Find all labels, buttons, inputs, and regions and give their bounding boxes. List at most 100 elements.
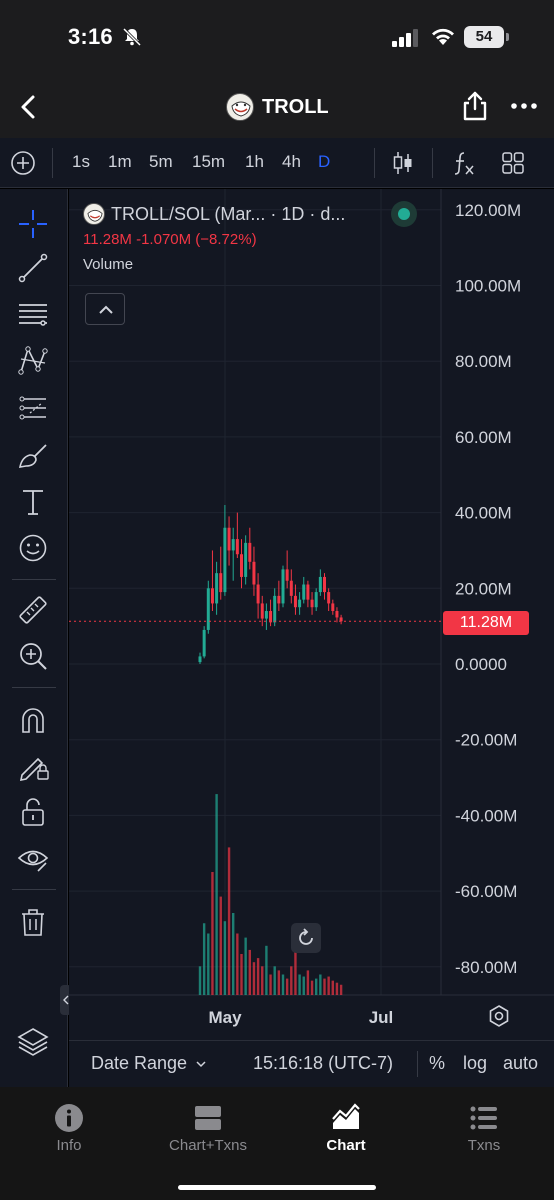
ruler-icon[interactable] [16,593,50,627]
tf-1m[interactable]: 1m [108,152,132,171]
magnet-icon[interactable] [16,703,50,737]
chart-txns-icon [195,1106,221,1130]
y-tick-label: -80.00M [455,958,517,977]
volume-bar [207,933,210,995]
cellular-signal-icon [392,29,418,47]
volume-bar [198,966,202,995]
brush-icon[interactable] [16,439,50,473]
tab-chart[interactable]: Chart [286,1103,406,1154]
fx-indicators-icon[interactable] [452,150,476,176]
pattern-icon[interactable] [16,343,50,377]
volume-bar [298,974,301,995]
legend-change: -1.070M [136,231,192,248]
candle-body [281,569,285,604]
volume-bar [302,976,305,995]
page-title: TROLL [262,95,329,118]
tf-4h[interactable]: 4h [282,152,301,171]
y-tick-label: 60.00M [455,428,512,447]
live-status-indicator [391,201,417,227]
candle-body [289,580,293,596]
candle-body [227,527,231,551]
tf-1h[interactable]: 1h [245,152,264,171]
back-chevron-icon[interactable] [14,92,44,122]
add-indicator-icon[interactable] [10,150,36,176]
layers-icon[interactable] [16,1025,50,1059]
auto-scale-toggle[interactable]: auto [503,1053,539,1073]
log-scale-toggle[interactable]: log [463,1053,488,1073]
volume-bar [223,921,227,995]
tf-d[interactable]: D [318,152,331,171]
candle-body [248,542,252,562]
bottom-tab-bar: Info Chart+Txns Chart Txns [0,1087,554,1200]
crosshair-icon[interactable] [16,207,50,241]
toolbar-divider [432,148,433,178]
percent-scale-toggle[interactable]: % [429,1053,446,1073]
tab-chart-txns-label: Chart+Txns [169,1137,247,1154]
trash-icon[interactable] [16,905,50,939]
fib-levels-icon[interactable] [16,297,50,331]
trend-line-icon[interactable] [16,251,50,285]
date-range-label: Date Range [91,1053,188,1073]
volume-bar [273,966,276,995]
volume-bar [211,872,214,995]
candle-body [318,576,322,593]
unlock-icon[interactable] [16,795,50,829]
x-tick-label: Jul [369,1008,394,1027]
candlestick-type-icon[interactable] [392,150,414,176]
candle-body [252,561,256,585]
candle-body [202,629,206,657]
drawing-toolbar [0,189,68,1087]
candle-body [331,603,335,612]
tab-chart-label: Chart [326,1137,366,1154]
legend-collapse-button[interactable] [85,293,125,325]
volume-label[interactable]: Volume [83,256,134,273]
date-range-dropdown[interactable]: Date Range [91,1053,207,1074]
more-dots-icon[interactable] [510,100,538,112]
chevron-down-icon [196,1060,206,1067]
volume-bar [265,945,268,995]
share-icon[interactable] [460,90,490,122]
candle-body [244,542,248,577]
legend-last-price: 11.28M [83,231,132,248]
eye-icon[interactable] [16,841,50,875]
volume-bar [236,933,239,995]
volume-bar [244,937,247,995]
emoji-icon[interactable] [16,531,50,565]
legend-symbol[interactable]: TROLL/SOL (Mar... · 1D · d... [111,203,346,224]
chart-clock[interactable]: 15:16:18 (UTC-7) [253,1053,394,1073]
tf-5m[interactable]: 5m [149,152,173,171]
tf-15m[interactable]: 15m [192,152,226,171]
toolbar-divider [12,687,56,688]
volume-bar [290,966,293,995]
chart-legend: TROLL/SOL (Mar... · 1D · d... 11.28M -1.… [83,203,345,273]
layout-grid-icon[interactable] [501,151,525,175]
reset-chart-button[interactable] [291,923,321,953]
tab-chart-txns[interactable]: Chart+Txns [148,1103,268,1154]
volume-bar [315,978,318,995]
y-tick-label: 20.00M [455,579,512,598]
chart-settings-icon[interactable] [487,1004,511,1028]
app-header: TROLL [0,76,554,138]
forecast-icon[interactable] [16,391,50,425]
toolbar-divider [417,1051,418,1077]
bell-slash-icon [122,27,142,47]
candle-body [323,576,326,593]
candle-body [327,592,331,604]
volume-bar [331,980,334,995]
chart-pane[interactable]: 120.00M 100.00M 80.00M 60.00M 40.00M 20.00M 0.… [69,189,554,1087]
lock-drawing-icon[interactable] [16,749,50,783]
tab-txns[interactable]: Txns [424,1103,544,1154]
volume-bar [327,976,330,995]
token-avatar-icon [83,203,105,225]
timeframe-toolbar: 1s 1m 5m 15m 1h 4h D [0,138,554,188]
volume-bar [256,958,260,995]
tf-1s[interactable]: 1s [72,152,90,171]
price-chart[interactable]: 120.00M 100.00M 80.00M 60.00M 40.00M 20.00M 0.… [69,189,554,1040]
y-tick-label: 0.0000 [455,655,507,674]
text-icon[interactable] [16,485,50,519]
tab-info[interactable]: Info [9,1103,129,1154]
battery-icon: 54 [464,26,504,48]
candle-body [298,599,302,608]
y-tick-label: -20.00M [455,731,517,750]
zoom-in-icon[interactable] [16,639,50,673]
